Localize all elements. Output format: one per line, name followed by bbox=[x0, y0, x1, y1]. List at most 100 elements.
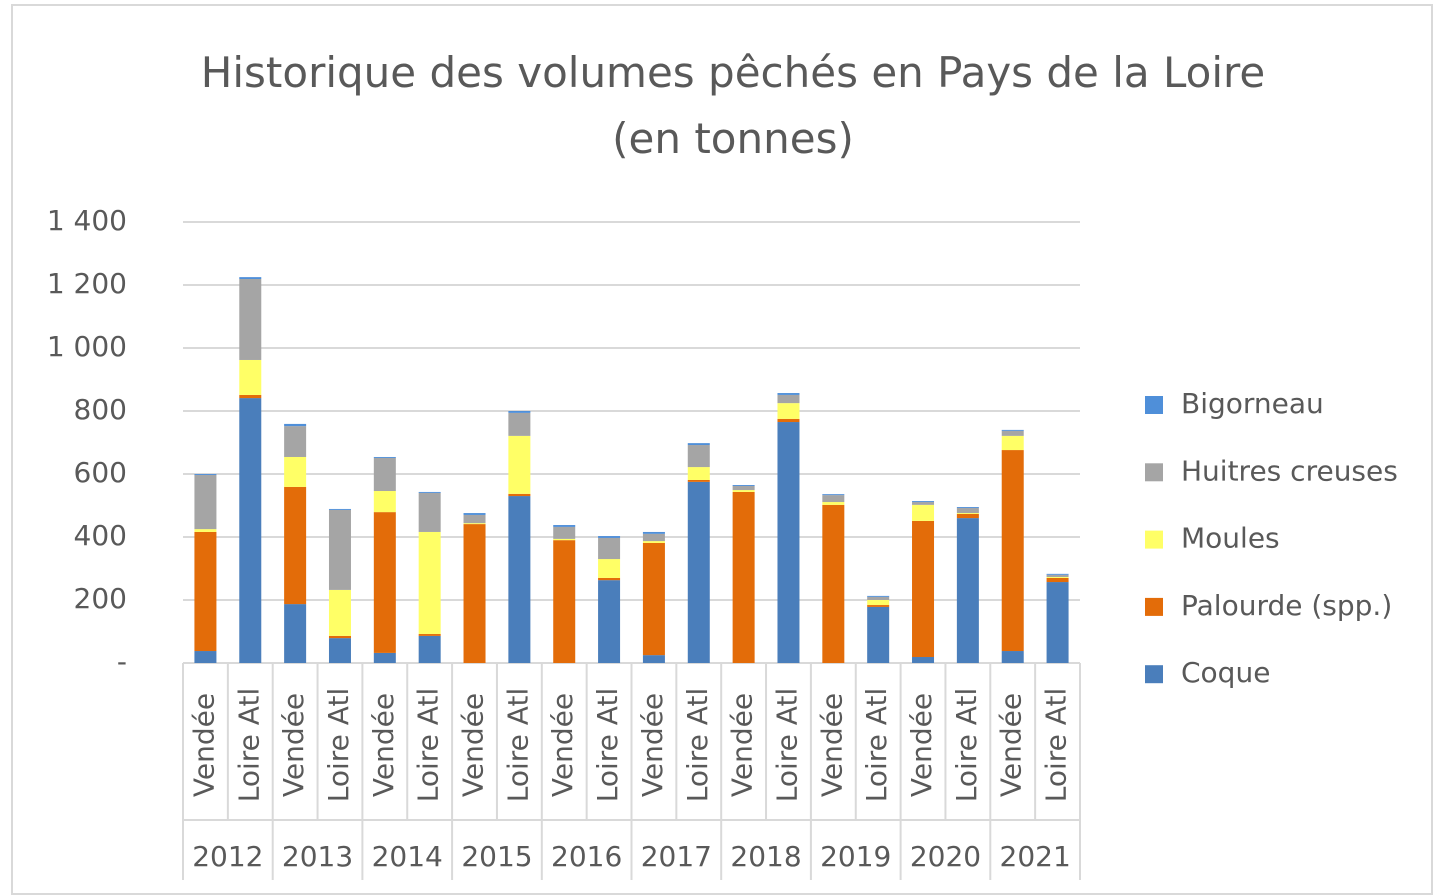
bar-segment bbox=[508, 411, 531, 413]
bar-segment bbox=[418, 634, 441, 636]
x-tick-label: Loire Atl bbox=[770, 688, 803, 802]
bar-segment bbox=[777, 394, 800, 404]
bar-segment bbox=[777, 393, 800, 395]
x-tick-label: Vendée bbox=[457, 693, 490, 797]
y-tick-label: 1 000 bbox=[47, 330, 127, 363]
x-tick-label: Loire Atl bbox=[681, 688, 714, 802]
legend-label: Coque bbox=[1181, 656, 1270, 689]
bar-segment bbox=[642, 542, 665, 656]
bar-segment bbox=[777, 418, 800, 423]
bar-segment bbox=[328, 638, 351, 663]
bar-segment bbox=[328, 508, 351, 510]
legend-label: Moules bbox=[1181, 522, 1280, 555]
bar-segment bbox=[867, 606, 890, 663]
bar-segment bbox=[1001, 429, 1024, 431]
bar-segment bbox=[867, 600, 890, 606]
group-label: 2012 bbox=[192, 840, 263, 873]
bar-segment bbox=[912, 501, 935, 503]
bar-segment bbox=[463, 514, 486, 524]
bar-segment bbox=[912, 504, 935, 521]
bar-segment bbox=[1046, 574, 1069, 578]
bar-segment bbox=[867, 605, 890, 607]
y-tick-label: 200 bbox=[74, 582, 127, 615]
x-tick-label: Loire Atl bbox=[232, 688, 265, 802]
legend-label: Palourde (spp.) bbox=[1181, 589, 1392, 622]
bar-segment bbox=[642, 533, 665, 542]
bar-segment bbox=[732, 491, 755, 663]
bar-segment bbox=[194, 474, 217, 475]
bar-segment bbox=[912, 520, 935, 658]
bar-segment bbox=[508, 493, 531, 497]
bar-segment bbox=[194, 529, 217, 532]
bar-segment bbox=[284, 604, 307, 663]
x-tick-label: Loire Atl bbox=[950, 688, 983, 802]
bar-segment bbox=[642, 531, 665, 534]
bar-segment bbox=[284, 456, 307, 487]
x-tick-label: Vendée bbox=[277, 693, 310, 797]
legend-swatch bbox=[1145, 665, 1163, 684]
bar-segment bbox=[732, 490, 755, 492]
y-tick-label: 1 200 bbox=[47, 267, 127, 300]
group-label: 2014 bbox=[372, 840, 443, 873]
bar-segment bbox=[418, 531, 441, 635]
bar-segment bbox=[687, 479, 710, 482]
group-label: 2017 bbox=[641, 840, 712, 873]
legend-swatch bbox=[1145, 396, 1163, 414]
bar-segment bbox=[1046, 573, 1069, 575]
bar-segment bbox=[598, 559, 621, 578]
bar-segment bbox=[373, 512, 396, 653]
group-label: 2013 bbox=[282, 840, 353, 873]
bar-segment bbox=[463, 524, 486, 663]
bar-segment bbox=[373, 457, 396, 492]
bar-segment bbox=[239, 394, 262, 399]
bar-segment bbox=[822, 502, 845, 505]
y-tick-label: 800 bbox=[74, 393, 127, 426]
bar-segment bbox=[239, 398, 262, 663]
bar-segment bbox=[912, 502, 935, 505]
bar-segment bbox=[239, 277, 262, 280]
bar-segment bbox=[687, 481, 710, 663]
bar-segment bbox=[1046, 582, 1069, 663]
x-tick-label: Loire Atl bbox=[412, 688, 445, 802]
bar-segment bbox=[956, 518, 979, 663]
bar-segment bbox=[239, 359, 262, 395]
bar-segment bbox=[463, 513, 486, 515]
y-tick-label: 600 bbox=[74, 456, 127, 489]
bar-segment bbox=[553, 540, 576, 663]
bar-segment bbox=[956, 514, 979, 519]
x-tick-label: Loire Atl bbox=[860, 688, 893, 802]
bar-segment bbox=[687, 443, 710, 446]
bar-segment bbox=[508, 412, 531, 436]
bar-segment bbox=[373, 652, 396, 663]
group-label: 2018 bbox=[730, 840, 801, 873]
x-tick-label: Loire Atl bbox=[501, 688, 534, 802]
bar-segment bbox=[508, 496, 531, 663]
bar-segment bbox=[373, 491, 396, 513]
bar-segment bbox=[194, 531, 217, 652]
group-label: 2015 bbox=[461, 840, 532, 873]
bar-segment bbox=[418, 491, 441, 493]
x-tick-label: Vendée bbox=[995, 693, 1028, 797]
x-tick-label: Vendée bbox=[546, 693, 579, 797]
bar-segment bbox=[822, 494, 845, 496]
x-tick-label: Vendée bbox=[187, 693, 220, 797]
bar-segment bbox=[328, 589, 351, 636]
bar-segment bbox=[194, 651, 217, 663]
bar-segment bbox=[956, 507, 979, 509]
bar-segment bbox=[328, 509, 351, 590]
group-label: 2019 bbox=[820, 840, 891, 873]
bar-segment bbox=[194, 474, 217, 530]
bar-segment bbox=[822, 504, 845, 663]
x-tick-label: Vendée bbox=[636, 693, 669, 797]
bar-segment bbox=[687, 445, 710, 468]
bar-segment bbox=[1001, 435, 1024, 451]
x-tick-label: Vendée bbox=[726, 693, 759, 797]
bar-segment bbox=[553, 538, 576, 541]
y-tick-label: 400 bbox=[74, 519, 127, 552]
bar-segment bbox=[508, 435, 531, 494]
x-tick-label: Loire Atl bbox=[1040, 688, 1073, 802]
group-label: 2020 bbox=[910, 840, 981, 873]
x-tick-label: Vendée bbox=[905, 693, 938, 797]
